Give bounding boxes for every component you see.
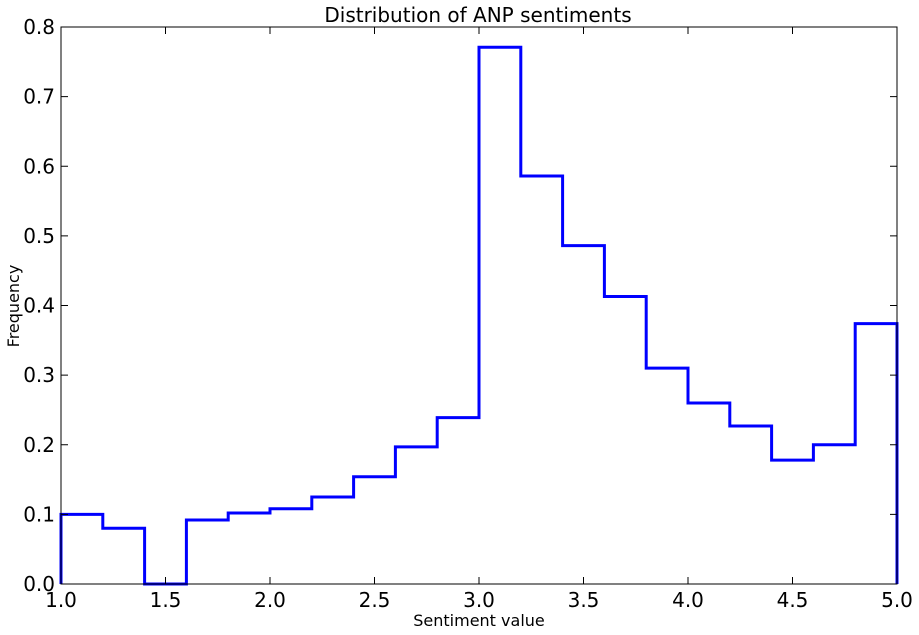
histogram-bin — [646, 368, 688, 584]
y-tick-label: 0.5 — [23, 224, 55, 248]
y-tick-label: 0.6 — [23, 154, 55, 178]
histogram-bin — [772, 460, 814, 584]
x-tick-label: 2.0 — [254, 588, 286, 612]
x-tick-label: 4.5 — [777, 588, 809, 612]
histogram-bin — [354, 477, 396, 584]
chart-title: Distribution of ANP sentiments — [324, 3, 631, 27]
plot-frame — [60, 26, 898, 585]
histogram-bin — [855, 324, 897, 584]
histogram-bin — [688, 403, 730, 584]
histogram-bin — [395, 447, 437, 584]
histogram-bin — [61, 514, 103, 584]
histogram-bin — [521, 176, 563, 584]
axis-ticks: 1.0 1.5 2.0 2.5 3.0 3.5 4.0 4.5 5.0 0.0 0.1 0.2 0.3 0… — [23, 15, 913, 612]
histogram-bin — [103, 528, 145, 584]
y-tick-label: 0.0 — [23, 572, 55, 596]
x-tick-label: 5.0 — [881, 588, 913, 612]
histogram-bin — [563, 246, 605, 584]
histogram-bin — [186, 520, 228, 584]
histogram-bin — [479, 47, 521, 584]
histogram-step-line — [59, 45, 899, 586]
y-tick-label: 0.1 — [23, 502, 55, 526]
x-axis-label: Sentiment value — [413, 611, 545, 630]
plot-area — [59, 45, 899, 586]
histogram-bin — [228, 513, 270, 584]
x-tick-label: 3.5 — [568, 588, 600, 612]
histogram-bin — [270, 509, 312, 584]
x-tick-label: 2.5 — [359, 588, 391, 612]
x-tick-label: 1.5 — [150, 588, 182, 612]
histogram-bin — [813, 445, 855, 584]
y-tick-label: 0.4 — [23, 294, 55, 318]
histogram-bin — [312, 497, 354, 584]
x-tick-label: 4.0 — [672, 588, 704, 612]
y-tick-label: 0.2 — [23, 433, 55, 457]
histogram-bin — [437, 418, 479, 584]
histogram-bin — [730, 426, 772, 584]
x-tick-label: 1.0 — [45, 588, 77, 612]
y-tick-label: 0.7 — [23, 85, 55, 109]
y-axis-label: Frequency — [4, 265, 23, 348]
y-tick-label: 0.8 — [23, 15, 55, 39]
histogram-bin — [604, 296, 646, 584]
y-tick-label: 0.3 — [23, 363, 55, 387]
x-tick-label: 3.0 — [463, 588, 495, 612]
